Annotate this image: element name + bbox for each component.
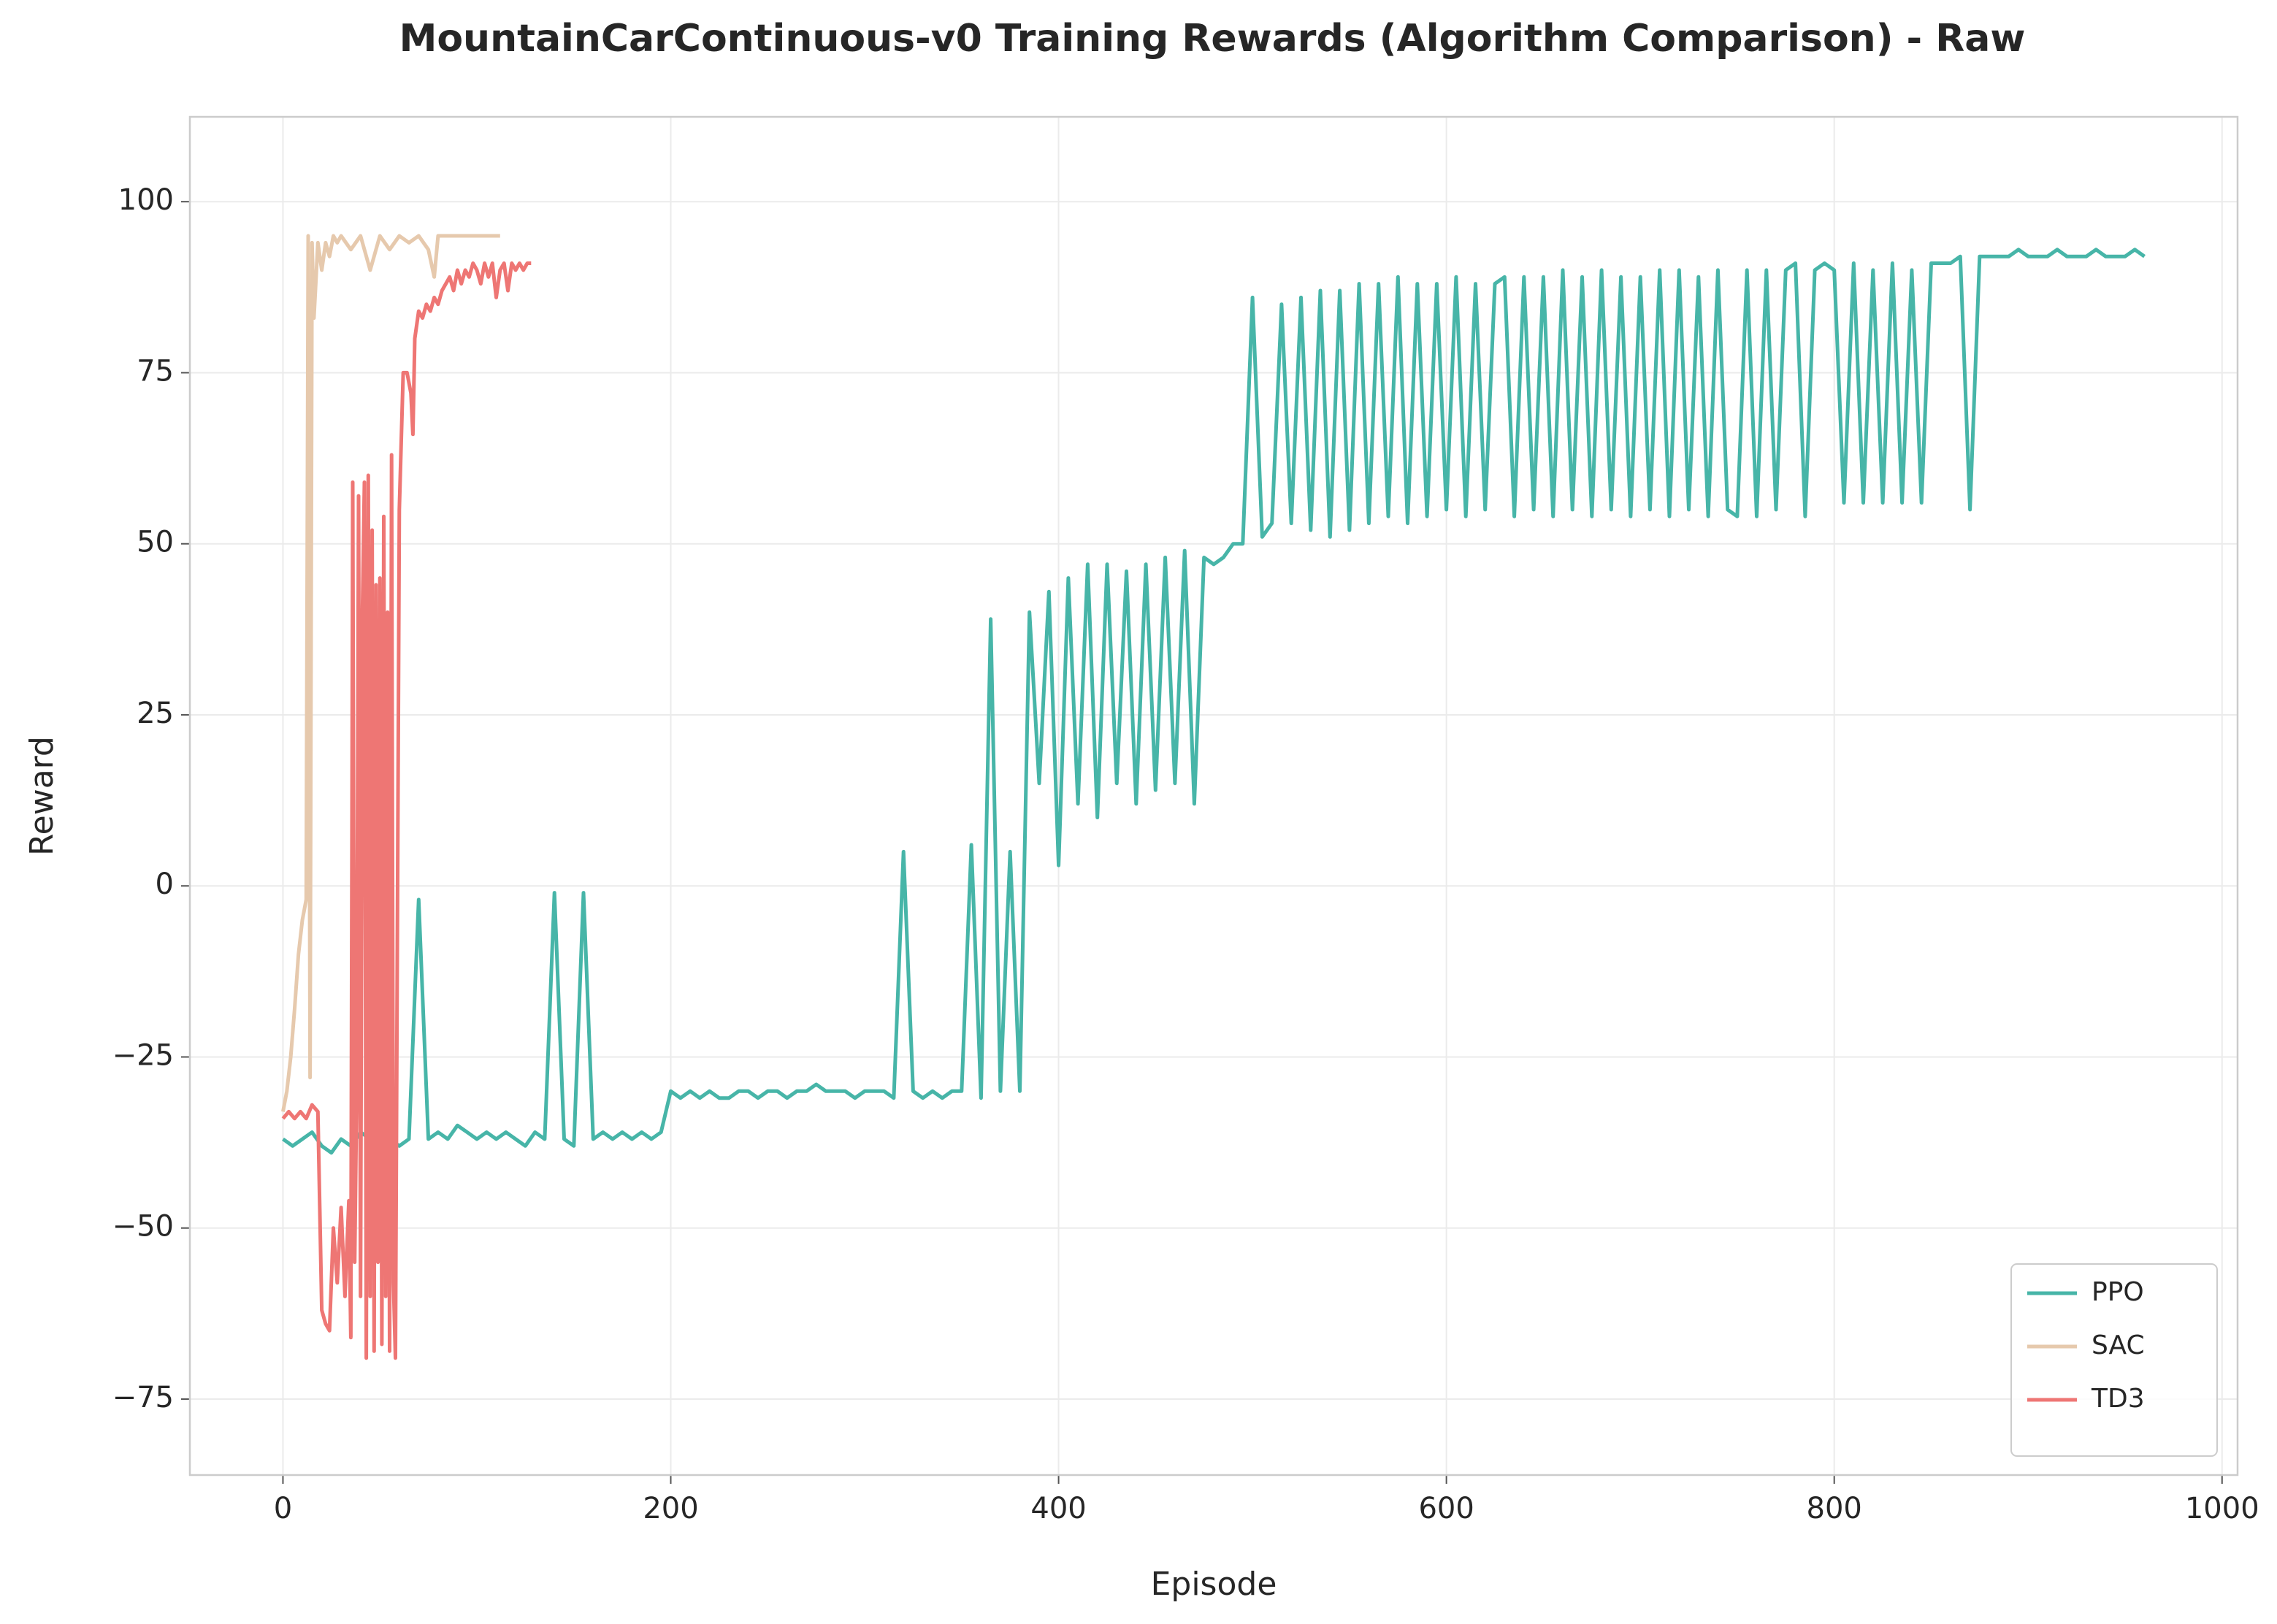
x-tick-label: 1000 — [2185, 1492, 2259, 1525]
y-axis-label: Reward — [23, 736, 61, 856]
x-tick-label: 400 — [1030, 1492, 1086, 1525]
series-line — [282, 248, 2146, 1155]
y-tick-label: −75 — [112, 1381, 174, 1414]
legend-label: SAC — [2092, 1330, 2145, 1360]
chart-title: MountainCarContinuous-v0 Training Reward… — [399, 17, 2026, 61]
legend-label: TD3 — [2091, 1384, 2145, 1414]
series-line — [281, 261, 532, 1360]
y-tick-label: 100 — [118, 183, 174, 217]
y-tick-label: 25 — [137, 697, 174, 730]
plot-frame — [188, 115, 2239, 1476]
series-line — [281, 234, 500, 1112]
x-axis-label: Episode — [1151, 1566, 1277, 1603]
x-tick-label: 600 — [1418, 1492, 1474, 1525]
y-tick-label: −25 — [112, 1038, 174, 1072]
y-tick-label: 50 — [137, 526, 174, 559]
x-tick-label: 0 — [274, 1492, 292, 1525]
x-tick-label: 200 — [643, 1492, 698, 1525]
y-tick-label: −50 — [112, 1210, 174, 1244]
y-tick-label: 75 — [137, 354, 174, 388]
x-tick-label: 800 — [1807, 1492, 1862, 1525]
legend-box — [2010, 1263, 2218, 1457]
legend-label: PPO — [2092, 1277, 2144, 1307]
y-tick-label: 0 — [156, 867, 174, 901]
